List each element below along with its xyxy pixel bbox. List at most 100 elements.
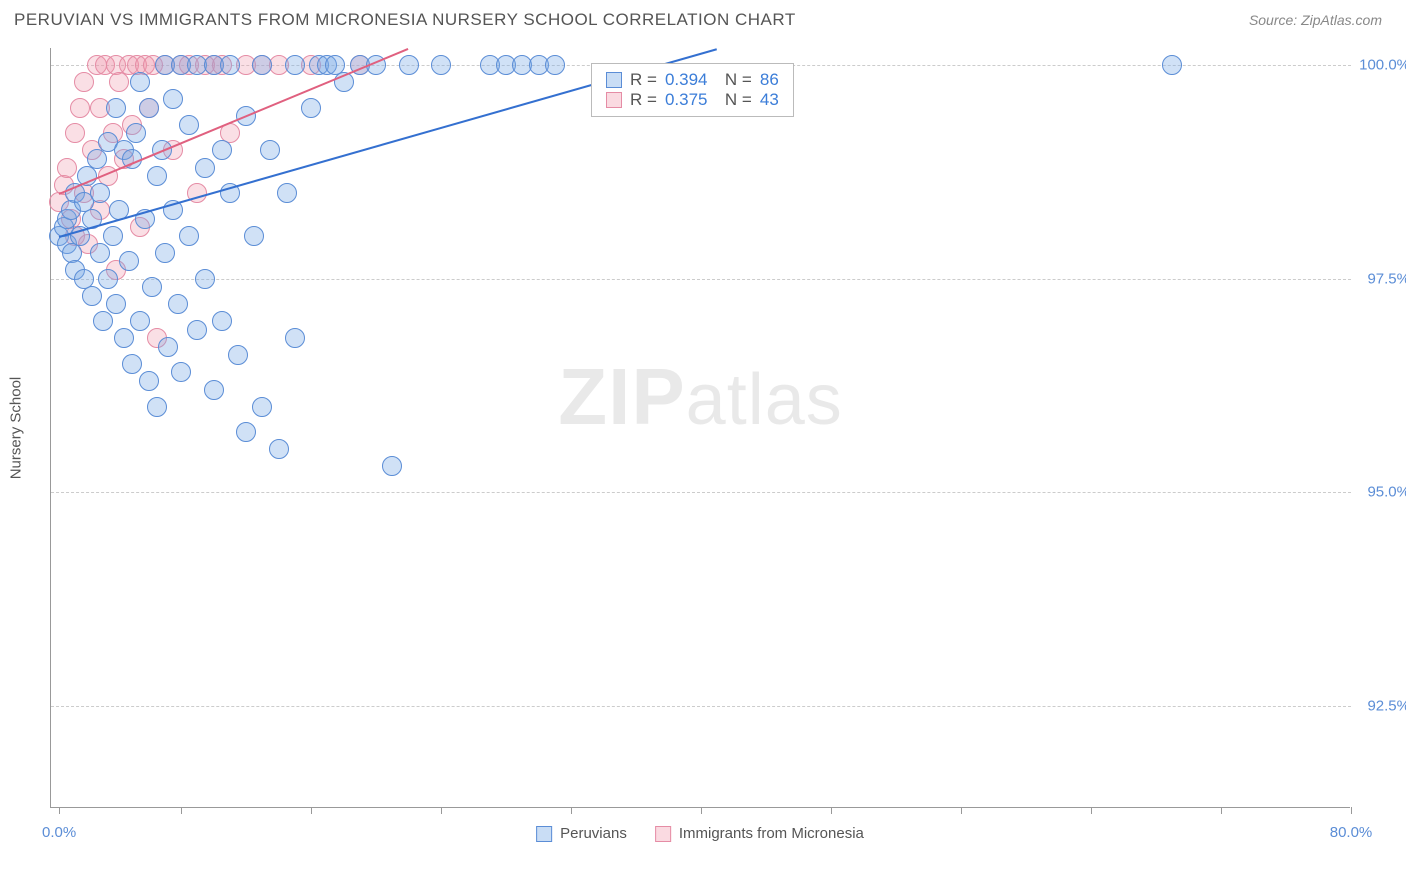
legend-label-b: Immigrants from Micronesia [679, 825, 864, 842]
data-point [431, 55, 451, 75]
stats-r-prefix: R = [630, 70, 657, 90]
chart-source: Source: ZipAtlas.com [1249, 12, 1382, 28]
xtick [59, 807, 60, 814]
stats-r-value: 0.394 [665, 70, 708, 90]
gridline-h [51, 706, 1351, 707]
xtick [181, 807, 182, 814]
data-point [70, 98, 90, 118]
stats-swatch [606, 92, 622, 108]
stats-n-value: 86 [760, 70, 779, 90]
data-point [220, 55, 240, 75]
stats-n-prefix: N = [715, 90, 751, 110]
legend-item-micronesia: Immigrants from Micronesia [655, 825, 864, 842]
data-point [103, 226, 123, 246]
data-point [155, 243, 175, 263]
data-point [252, 397, 272, 417]
xtick [311, 807, 312, 814]
data-point [399, 55, 419, 75]
ytick-label: 92.5% [1355, 697, 1406, 714]
data-point [130, 311, 150, 331]
data-point [106, 294, 126, 314]
legend-item-peruvians: Peruvians [536, 825, 627, 842]
data-point [106, 98, 126, 118]
data-point [147, 397, 167, 417]
xtick [701, 807, 702, 814]
stats-row: R = 0.375 N = 43 [606, 90, 779, 110]
watermark: ZIPatlas [558, 351, 843, 443]
ytick-label: 100.0% [1355, 57, 1406, 74]
data-point [74, 72, 94, 92]
xtick-label-end: 80.0% [1330, 824, 1373, 841]
legend-swatch-pink [655, 826, 671, 842]
data-point [93, 311, 113, 331]
data-point [285, 55, 305, 75]
stats-box: R = 0.394 N = 86 R = 0.375 N = 43 [591, 63, 794, 117]
legend-swatch-blue [536, 826, 552, 842]
data-point [87, 149, 107, 169]
data-point [122, 354, 142, 374]
xtick [961, 807, 962, 814]
data-point [130, 72, 150, 92]
legend-label-a: Peruvians [560, 825, 627, 842]
stats-row: R = 0.394 N = 86 [606, 70, 779, 90]
data-point [301, 98, 321, 118]
legend: Peruvians Immigrants from Micronesia [536, 825, 864, 842]
data-point [212, 140, 232, 160]
data-point [139, 371, 159, 391]
data-point [139, 98, 159, 118]
stats-n-prefix: N = [715, 70, 751, 90]
data-point [119, 251, 139, 271]
chart-title: PERUVIAN VS IMMIGRANTS FROM MICRONESIA N… [14, 10, 796, 30]
data-point [269, 439, 289, 459]
data-point [168, 294, 188, 314]
data-point [158, 337, 178, 357]
data-point [126, 123, 146, 143]
data-point [382, 456, 402, 476]
data-point [195, 158, 215, 178]
ytick-label: 95.0% [1355, 484, 1406, 501]
data-point [114, 328, 134, 348]
data-point [171, 362, 191, 382]
data-point [244, 226, 264, 246]
data-point [236, 422, 256, 442]
data-point [163, 89, 183, 109]
xtick [441, 807, 442, 814]
data-point [65, 123, 85, 143]
data-point [90, 243, 110, 263]
chart-header: PERUVIAN VS IMMIGRANTS FROM MICRONESIA N… [0, 0, 1406, 36]
data-point [179, 115, 199, 135]
stats-r-prefix: R = [630, 90, 657, 110]
data-point [1162, 55, 1182, 75]
data-point [82, 286, 102, 306]
data-point [195, 269, 215, 289]
data-point [260, 140, 280, 160]
data-point [228, 345, 248, 365]
xtick [1221, 807, 1222, 814]
data-point [285, 328, 305, 348]
xtick [571, 807, 572, 814]
ytick-label: 97.5% [1355, 270, 1406, 287]
data-point [212, 311, 232, 331]
stats-r-value: 0.375 [665, 90, 708, 110]
data-point [277, 183, 297, 203]
xtick-label-start: 0.0% [42, 824, 76, 841]
data-point [147, 166, 167, 186]
chart-area: ZIPatlas 100.0%97.5%95.0%92.5%0.0%80.0%R… [50, 48, 1350, 808]
data-point [109, 72, 129, 92]
data-point [90, 183, 110, 203]
data-point [204, 380, 224, 400]
stats-n-value: 43 [760, 90, 779, 110]
xtick [831, 807, 832, 814]
xtick [1091, 807, 1092, 814]
y-axis-label: Nursery School [8, 377, 25, 480]
data-point [252, 55, 272, 75]
gridline-h [51, 492, 1351, 493]
data-point [179, 226, 199, 246]
data-point [545, 55, 565, 75]
xtick [1351, 807, 1352, 814]
data-point [142, 277, 162, 297]
data-point [187, 320, 207, 340]
plot-region: ZIPatlas 100.0%97.5%95.0%92.5%0.0%80.0%R… [50, 48, 1350, 808]
stats-swatch [606, 72, 622, 88]
gridline-h [51, 279, 1351, 280]
